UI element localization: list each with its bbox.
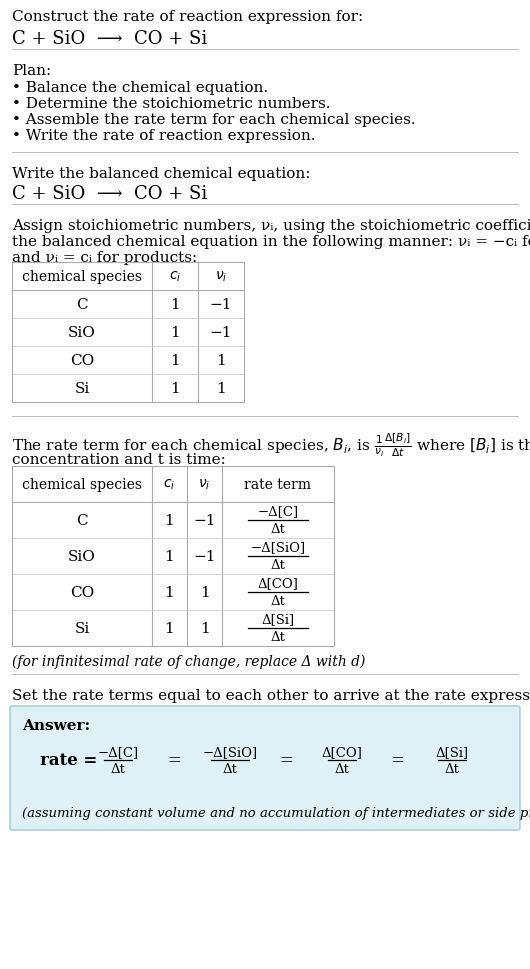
Text: $c_i$: $c_i$ xyxy=(163,478,175,491)
FancyBboxPatch shape xyxy=(10,706,520,830)
Text: Δ[Si]: Δ[Si] xyxy=(436,745,469,758)
Text: C + SiO  ⟶  CO + Si: C + SiO ⟶ CO + Si xyxy=(12,30,207,47)
Text: 1: 1 xyxy=(216,354,226,367)
Text: $c_i$: $c_i$ xyxy=(169,269,181,284)
Text: Δ[CO]: Δ[CO] xyxy=(322,745,363,758)
Text: Δt: Δt xyxy=(270,631,286,643)
Text: −1: −1 xyxy=(210,297,232,312)
Text: Δt: Δt xyxy=(270,522,286,536)
Text: Δt: Δt xyxy=(334,763,349,775)
Text: Δt: Δt xyxy=(223,763,237,775)
Text: SiO: SiO xyxy=(68,549,96,563)
Text: and νᵢ = cᵢ for products:: and νᵢ = cᵢ for products: xyxy=(12,251,197,265)
Text: 1: 1 xyxy=(170,297,180,312)
Text: Plan:: Plan: xyxy=(12,64,51,78)
Text: −Δ[C]: −Δ[C] xyxy=(98,745,138,758)
Text: CO: CO xyxy=(70,585,94,600)
Text: Si: Si xyxy=(74,382,90,395)
Text: $\nu_i$: $\nu_i$ xyxy=(198,478,211,491)
Text: 1: 1 xyxy=(165,514,174,527)
Text: −1: −1 xyxy=(193,514,216,527)
Text: Δt: Δt xyxy=(270,558,286,572)
Text: $\nu_i$: $\nu_i$ xyxy=(215,269,227,284)
Text: 1: 1 xyxy=(165,549,174,563)
Text: 1: 1 xyxy=(200,621,209,636)
Text: • Write the rate of reaction expression.: • Write the rate of reaction expression. xyxy=(12,129,315,142)
Text: Δ[Si]: Δ[Si] xyxy=(261,612,295,625)
Text: Δ[CO]: Δ[CO] xyxy=(258,577,298,589)
Text: −Δ[C]: −Δ[C] xyxy=(258,505,298,517)
Text: Δt: Δt xyxy=(111,763,126,775)
Text: =: = xyxy=(279,752,293,768)
Text: The rate term for each chemical species, $B_i$, is $\frac{1}{\nu_i}\frac{\Delta[: The rate term for each chemical species,… xyxy=(12,430,530,458)
Text: Set the rate terms equal to each other to arrive at the rate expression:: Set the rate terms equal to each other t… xyxy=(12,688,530,703)
Text: =: = xyxy=(390,752,404,768)
Text: Δt: Δt xyxy=(270,594,286,608)
Text: 1: 1 xyxy=(165,585,174,600)
Text: 1: 1 xyxy=(170,354,180,367)
Text: 1: 1 xyxy=(170,326,180,340)
Text: C: C xyxy=(76,297,88,312)
Text: Assign stoichiometric numbers, νᵢ, using the stoichiometric coefficients, cᵢ, fr: Assign stoichiometric numbers, νᵢ, using… xyxy=(12,219,530,233)
Text: −Δ[SiO]: −Δ[SiO] xyxy=(251,541,306,553)
Text: concentration and t is time:: concentration and t is time: xyxy=(12,453,226,466)
Text: 1: 1 xyxy=(200,585,209,600)
Text: • Determine the stoichiometric numbers.: • Determine the stoichiometric numbers. xyxy=(12,97,331,110)
Text: the balanced chemical equation in the following manner: νᵢ = −cᵢ for reactants: the balanced chemical equation in the fo… xyxy=(12,234,530,249)
Text: 1: 1 xyxy=(216,382,226,395)
Text: Si: Si xyxy=(74,621,90,636)
Text: 1: 1 xyxy=(170,382,180,395)
Text: SiO: SiO xyxy=(68,326,96,340)
Text: C: C xyxy=(76,514,88,527)
Text: −1: −1 xyxy=(193,549,216,563)
Text: Construct the rate of reaction expression for:: Construct the rate of reaction expressio… xyxy=(12,10,363,24)
Bar xyxy=(12,466,334,646)
Text: chemical species: chemical species xyxy=(22,269,142,284)
Text: −Δ[SiO]: −Δ[SiO] xyxy=(202,745,258,758)
Text: Answer:: Answer: xyxy=(22,718,90,733)
Text: • Assemble the rate term for each chemical species.: • Assemble the rate term for each chemic… xyxy=(12,112,416,127)
Text: 1: 1 xyxy=(165,621,174,636)
Text: (for infinitesimal rate of change, replace Δ with d): (for infinitesimal rate of change, repla… xyxy=(12,654,365,669)
Text: chemical species: chemical species xyxy=(22,478,142,491)
Text: C + SiO  ⟶  CO + Si: C + SiO ⟶ CO + Si xyxy=(12,185,207,203)
Text: CO: CO xyxy=(70,354,94,367)
Text: (assuming constant volume and no accumulation of intermediates or side products): (assuming constant volume and no accumul… xyxy=(22,806,530,819)
Text: Write the balanced chemical equation:: Write the balanced chemical equation: xyxy=(12,167,311,181)
Text: rate term: rate term xyxy=(244,478,312,491)
Text: −1: −1 xyxy=(210,326,232,340)
Text: =: = xyxy=(167,752,181,768)
Text: Δt: Δt xyxy=(445,763,460,775)
Bar xyxy=(12,263,244,402)
Text: • Balance the chemical equation.: • Balance the chemical equation. xyxy=(12,81,268,95)
Text: rate =: rate = xyxy=(40,752,103,768)
